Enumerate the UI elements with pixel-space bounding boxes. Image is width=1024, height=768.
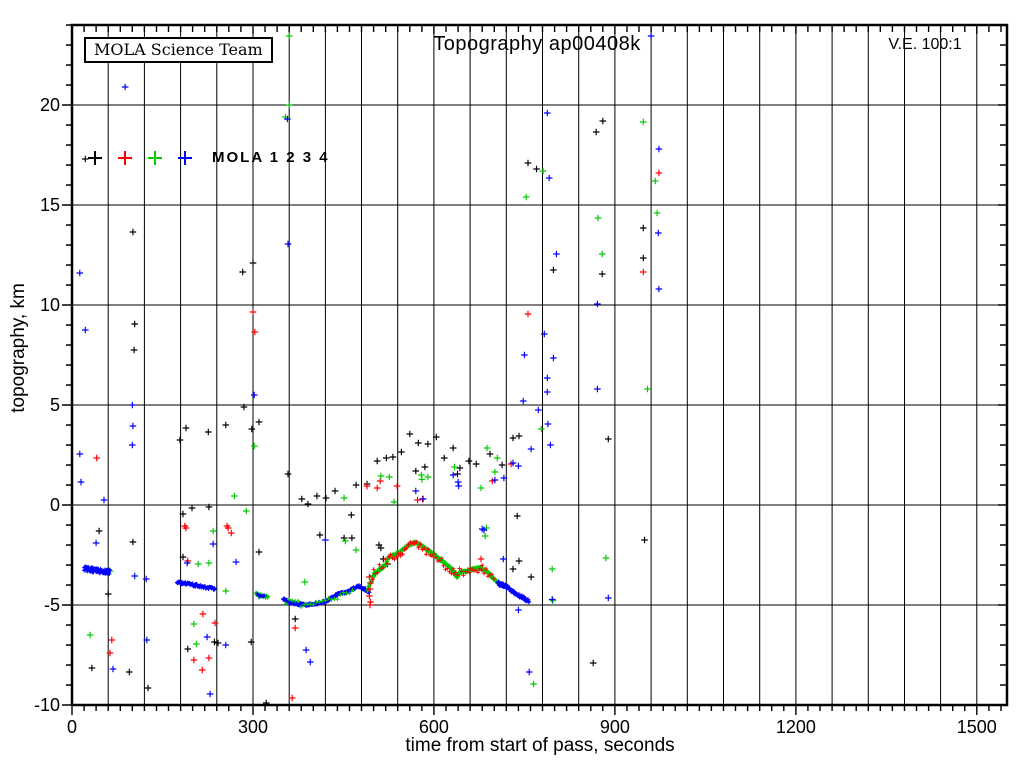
x-axis-label: time from start of pass, seconds — [405, 735, 675, 756]
legend: MOLA 1 2 3 4 — [88, 149, 330, 166]
svg-text:1500: 1500 — [957, 717, 997, 737]
science-team-box: MOLA Science Team — [84, 37, 273, 63]
svg-text:0: 0 — [50, 495, 60, 515]
svg-text:5: 5 — [50, 395, 60, 415]
svg-text:15: 15 — [40, 195, 60, 215]
svg-text:900: 900 — [600, 717, 630, 737]
legend-marker-mola-3 — [148, 150, 162, 165]
svg-text:0: 0 — [67, 717, 77, 737]
legend-marker-mola-1 — [88, 150, 102, 165]
legend-marker-mola-4 — [178, 150, 192, 165]
svg-text:20: 20 — [40, 95, 60, 115]
svg-text:1200: 1200 — [776, 717, 816, 737]
science-team-label: MOLA Science Team — [94, 40, 263, 59]
svg-text:600: 600 — [419, 717, 449, 737]
plot-title: Topography ap00408k — [433, 33, 641, 55]
legend-marker-mola-2 — [118, 150, 132, 165]
svg-text:300: 300 — [238, 717, 268, 737]
legend-label: MOLA 1 2 3 4 — [212, 149, 330, 166]
y-axis-label: topography, km — [8, 283, 29, 413]
svg-text:-10: -10 — [34, 695, 60, 715]
vertical-exaggeration-label: V.E. 100:1 — [888, 36, 962, 53]
svg-text:10: 10 — [40, 295, 60, 315]
svg-text:-5: -5 — [44, 595, 60, 615]
